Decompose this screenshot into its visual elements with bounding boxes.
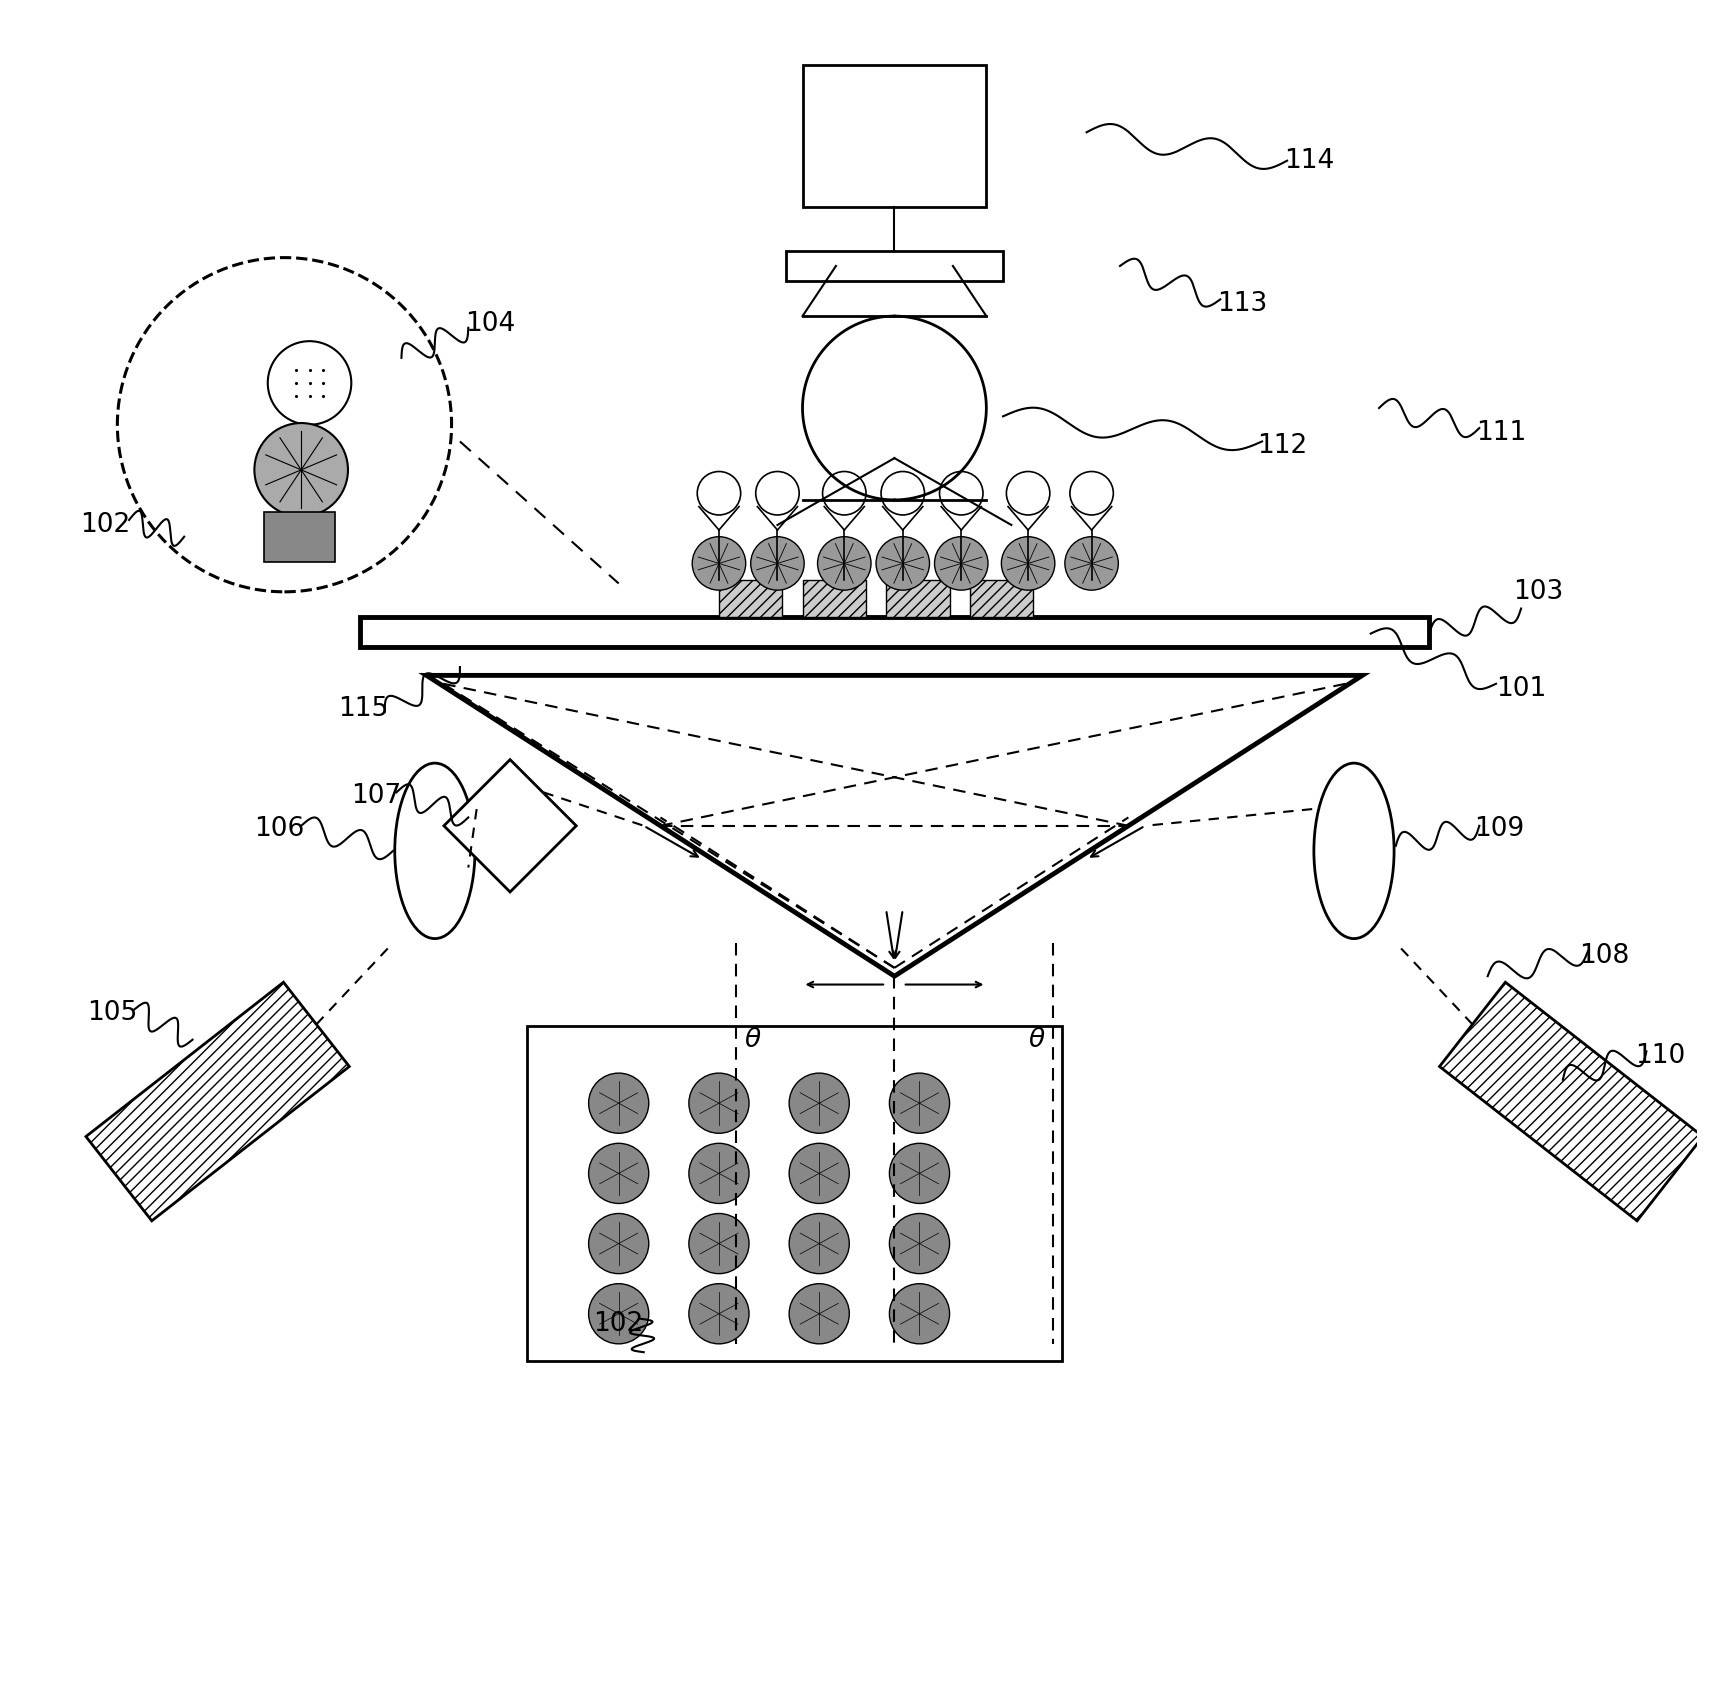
Text: 114: 114 [1283, 148, 1335, 174]
Circle shape [789, 1213, 849, 1274]
Circle shape [1064, 538, 1118, 590]
Circle shape [818, 538, 871, 590]
Text: 113: 113 [1217, 292, 1267, 317]
Text: 102: 102 [594, 1311, 644, 1336]
Bar [444, 760, 577, 891]
Bar [86, 982, 350, 1222]
Ellipse shape [394, 763, 475, 939]
Bar [1440, 982, 1703, 1222]
Text: 102: 102 [81, 512, 131, 538]
Circle shape [1002, 538, 1056, 590]
Text: 104: 104 [465, 312, 515, 337]
Circle shape [689, 1284, 749, 1345]
Text: 103: 103 [1512, 580, 1564, 605]
Bar [969, 580, 1033, 617]
Text: $\theta$: $\theta$ [1028, 1026, 1045, 1053]
Circle shape [589, 1144, 649, 1203]
Circle shape [689, 1213, 749, 1274]
Ellipse shape [1314, 763, 1395, 939]
Circle shape [789, 1284, 849, 1345]
Text: 112: 112 [1257, 433, 1307, 460]
Bar [785, 251, 1002, 281]
Circle shape [692, 538, 746, 590]
Text: 105: 105 [88, 999, 138, 1026]
Circle shape [689, 1073, 749, 1134]
Text: 107: 107 [351, 784, 401, 809]
Circle shape [889, 1213, 949, 1274]
Text: 109: 109 [1474, 816, 1524, 842]
Circle shape [689, 1144, 749, 1203]
Circle shape [889, 1073, 949, 1134]
Circle shape [789, 1073, 849, 1134]
Circle shape [935, 538, 988, 590]
Circle shape [876, 538, 930, 590]
Circle shape [751, 538, 804, 590]
Bar [360, 617, 1429, 647]
Text: 110: 110 [1634, 1043, 1684, 1070]
Circle shape [889, 1284, 949, 1345]
Circle shape [267, 340, 351, 425]
Bar [527, 1026, 1061, 1360]
Text: $\theta$: $\theta$ [744, 1026, 761, 1053]
Text: 111: 111 [1476, 420, 1526, 447]
Bar [802, 66, 987, 207]
Text: 101: 101 [1496, 676, 1546, 701]
Circle shape [889, 1144, 949, 1203]
Circle shape [589, 1073, 649, 1134]
Text: 106: 106 [255, 816, 305, 842]
Circle shape [789, 1144, 849, 1203]
Text: 115: 115 [338, 696, 387, 721]
Circle shape [589, 1284, 649, 1345]
Bar [265, 512, 334, 561]
Text: 108: 108 [1579, 944, 1629, 969]
Bar [720, 580, 782, 617]
Bar [802, 580, 866, 617]
Circle shape [255, 423, 348, 517]
Circle shape [589, 1213, 649, 1274]
Bar [887, 580, 949, 617]
